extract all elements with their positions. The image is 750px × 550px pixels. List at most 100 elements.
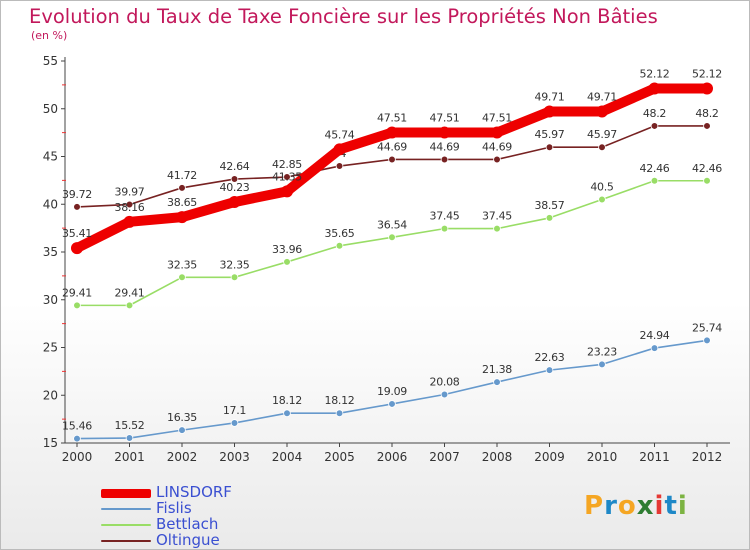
legend-item-oltingue: Oltingue (101, 531, 401, 549)
data-label-fislis: 17.1 (223, 404, 246, 417)
unit-label: (en %) (31, 29, 68, 42)
data-point-oltingue (73, 203, 81, 211)
data-label-bettlach: 32.35 (167, 258, 197, 271)
data-point-linsdorf (281, 185, 293, 198)
legend: LINSDORF Fislis Bettlach Oltingue (101, 483, 401, 549)
data-point-linsdorf (386, 126, 398, 139)
data-point-fislis (178, 426, 186, 434)
y-tick-label: 55 (43, 54, 58, 68)
data-point-linsdorf (491, 126, 503, 139)
logo-letter: r (604, 491, 618, 521)
data-point-linsdorf (71, 242, 83, 255)
data-point-linsdorf (438, 126, 451, 139)
data-label-bettlach: 33.96 (272, 243, 302, 256)
data-label-bettlach: 40.5 (590, 180, 614, 193)
data-point-bettlach (493, 224, 501, 233)
proxiti-logo: Proxiti (584, 491, 688, 521)
legend-item-fislis: Fislis (101, 499, 401, 517)
data-point-fislis (230, 419, 239, 427)
data-label-linsdorf: 38.16 (115, 201, 145, 214)
data-point-linsdorf (648, 82, 661, 95)
legend-swatch (101, 488, 151, 498)
data-label-linsdorf: 47.51 (430, 112, 460, 125)
legend-swatch (101, 540, 151, 542)
x-tick-label: 2002 (167, 450, 198, 464)
data-label-bettlach: 37.45 (430, 210, 460, 223)
data-point-bettlach (703, 176, 711, 185)
data-label-fislis: 15.46 (62, 420, 92, 433)
y-tick-label: 25 (43, 341, 58, 355)
data-label-fislis: 20.08 (430, 375, 460, 388)
data-point-linsdorf (701, 82, 713, 95)
data-point-bettlach (545, 214, 554, 222)
data-label-bettlach: 35.65 (325, 227, 355, 240)
logo-letter: i (654, 491, 665, 521)
x-tick-label: 2003 (219, 450, 250, 464)
data-label-bettlach: 38.57 (535, 199, 565, 212)
data-point-oltingue (335, 162, 344, 170)
data-label-oltingue: 48.2 (643, 107, 666, 120)
data-point-linsdorf (596, 105, 608, 118)
data-point-oltingue (125, 200, 134, 209)
data-point-linsdorf (543, 105, 556, 118)
data-point-bettlach (335, 241, 344, 250)
legend-label: LINSDORF (156, 483, 232, 501)
data-label-oltingue: 48.2 (695, 107, 718, 120)
data-label-fislis: 23.23 (587, 345, 617, 358)
legend-swatch (101, 508, 151, 510)
data-point-fislis (598, 360, 606, 369)
data-label-fislis: 24.94 (640, 329, 670, 342)
data-label-oltingue: 45.97 (587, 128, 617, 141)
data-label-bettlach: 32.35 (220, 258, 250, 271)
data-label-fislis: 21.38 (482, 363, 512, 376)
x-tick-label: 2012 (692, 450, 723, 464)
data-label-linsdorf: 40.23 (220, 181, 250, 194)
data-point-oltingue (388, 155, 396, 164)
data-label-linsdorf: 47.51 (482, 112, 512, 125)
data-point-fislis (283, 409, 291, 418)
data-label-oltingue: 42.64 (220, 160, 250, 173)
data-point-bettlach (650, 176, 659, 185)
legend-swatch (101, 524, 151, 526)
y-tick-label: 35 (43, 245, 58, 259)
data-label-oltingue: 45.97 (535, 128, 565, 141)
data-label-fislis: 18.12 (325, 394, 355, 407)
data-label-oltingue: 39.97 (115, 186, 145, 199)
data-label-linsdorf: 35.41 (62, 227, 92, 240)
legend-item-bettlach: Bettlach (101, 515, 401, 533)
data-point-fislis (125, 434, 134, 442)
data-label-bettlach: 36.54 (377, 218, 407, 231)
line-chart: 15 20 25 30 35 40 45 50 55 2000 2001 2002 2003 2004 20… (43, 54, 730, 464)
y-tick-label: 45 (43, 150, 58, 164)
logo-letter: o (617, 491, 637, 521)
data-point-oltingue (598, 143, 606, 152)
logo-letter: t (664, 491, 678, 521)
x-tick-label: 2009 (534, 450, 565, 464)
data-point-oltingue (440, 155, 449, 164)
data-point-oltingue (178, 184, 186, 192)
data-point-fislis (493, 378, 501, 386)
data-point-fislis (545, 366, 554, 374)
data-label-linsdorf: 38.65 (167, 196, 197, 209)
data-label-fislis: 25.74 (692, 321, 722, 334)
x-tick-label: 2006 (377, 450, 408, 464)
x-tick-label: 2010 (587, 450, 618, 464)
data-label-oltingue: 44.69 (377, 140, 407, 153)
legend-label: Bettlach (156, 515, 219, 533)
data-label-bettlach: 29.41 (62, 286, 92, 299)
data-label-linsdorf: 45.74 (325, 128, 355, 141)
data-point-linsdorf (228, 196, 241, 209)
data-point-bettlach (230, 273, 239, 282)
data-point-fislis (73, 434, 81, 443)
data-point-fislis (650, 344, 659, 352)
data-point-oltingue (650, 122, 659, 130)
data-label-linsdorf: 47.51 (377, 112, 407, 125)
logo-letter: x (636, 491, 655, 521)
data-point-fislis (335, 409, 344, 418)
data-label-oltingue: 41.72 (167, 169, 197, 182)
data-point-fislis (440, 390, 449, 399)
x-tick-label: 2007 (429, 450, 460, 464)
data-point-bettlach (598, 195, 606, 204)
data-label-linsdorf: 49.71 (535, 91, 565, 104)
